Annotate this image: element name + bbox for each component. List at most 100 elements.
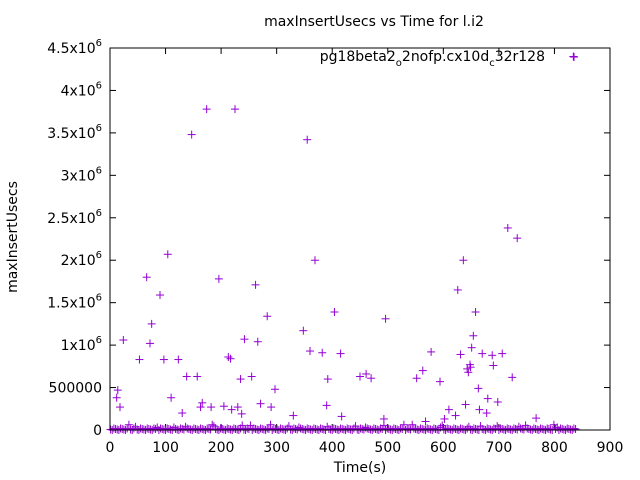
x-tick-label: 600 <box>430 440 457 456</box>
data-point <box>411 424 420 433</box>
data-point <box>429 424 438 433</box>
data-point <box>146 425 155 434</box>
y-tick-label: 1.5x106 <box>47 293 102 312</box>
data-point <box>116 403 124 412</box>
data-point <box>233 403 242 412</box>
data-point <box>253 337 262 346</box>
data-point <box>371 424 380 433</box>
data-point <box>237 409 246 418</box>
data-point <box>167 393 176 402</box>
data-point <box>266 420 275 429</box>
y-tick-label: 0 <box>93 423 102 439</box>
data-point <box>466 425 475 434</box>
data-point <box>326 425 335 434</box>
data-point <box>289 411 298 420</box>
data-point <box>471 308 480 317</box>
legend-label: pg18beta2o2nofp.cx10dc32r128 <box>320 49 545 69</box>
data-point <box>356 372 364 381</box>
data-point <box>231 424 240 433</box>
data-point <box>475 405 484 414</box>
data-point <box>163 424 172 433</box>
data-point <box>346 425 355 434</box>
data-point <box>202 105 211 114</box>
data-point <box>259 425 268 434</box>
data-point <box>159 355 168 364</box>
data-point <box>238 421 247 430</box>
data-point <box>463 364 472 373</box>
y-tick-label: 3.5x106 <box>47 123 102 142</box>
data-point <box>406 425 415 434</box>
data-point <box>493 397 502 406</box>
data-point <box>239 425 248 434</box>
data-point <box>396 424 405 433</box>
data-point <box>226 354 235 363</box>
data-point <box>236 375 245 384</box>
data-point <box>322 401 331 410</box>
data-point <box>331 424 340 433</box>
legend-marker-symbol <box>570 53 578 61</box>
y-tick-label: 3x106 <box>61 165 102 184</box>
y-tick-label: 1x106 <box>61 335 102 354</box>
data-point <box>156 291 164 300</box>
data-point <box>214 274 223 283</box>
data-point <box>286 425 295 434</box>
data-point <box>291 424 300 433</box>
data-point <box>467 343 476 352</box>
data-point <box>488 351 497 360</box>
x-tick-label: 800 <box>541 440 568 456</box>
data-point <box>466 363 475 372</box>
data-point <box>503 223 512 232</box>
data-point <box>412 374 421 383</box>
data-point <box>436 377 444 386</box>
data-point <box>146 339 154 348</box>
y-axis-ticks: 0 500000 1x106 1.5x106 2x106 2.5x106 3x106 3.5x… <box>47 38 610 439</box>
data-point <box>296 424 305 433</box>
plot-frame <box>109 47 611 431</box>
data-point <box>366 425 375 434</box>
data-point <box>207 403 216 412</box>
data-point <box>451 424 460 433</box>
data-point <box>464 368 473 377</box>
data-point <box>513 234 522 243</box>
data-point <box>458 424 467 433</box>
x-tick-label: 500 <box>374 440 401 456</box>
data-point <box>311 256 319 265</box>
data-point <box>306 347 314 356</box>
data-point <box>379 414 388 423</box>
data-point <box>119 336 128 345</box>
data-point <box>135 355 144 364</box>
data-point <box>427 347 436 356</box>
data-point <box>224 352 233 361</box>
x-tick-label: 900 <box>597 440 624 456</box>
y-axis-label: maxInsertUsecs <box>5 181 21 293</box>
data-point <box>426 425 435 434</box>
data-point <box>471 424 480 433</box>
data-point <box>187 130 196 139</box>
data-point <box>469 331 478 340</box>
data-point <box>119 425 128 434</box>
data-point <box>113 386 122 395</box>
data-point <box>178 409 187 418</box>
data-point <box>256 424 265 433</box>
data-point <box>118 424 127 433</box>
data-point <box>532 414 541 423</box>
data-point <box>483 394 492 403</box>
x-tick-label: 700 <box>486 440 513 456</box>
data-point <box>271 424 280 433</box>
data-point <box>306 425 315 434</box>
data-point <box>431 424 440 433</box>
data-point <box>112 393 121 402</box>
data-point <box>336 424 345 433</box>
data-point <box>330 308 339 317</box>
data-point <box>219 402 228 411</box>
data-point <box>440 414 449 423</box>
data-point <box>247 372 256 381</box>
series-points <box>106 52 580 434</box>
data-point <box>193 372 202 381</box>
data-point <box>408 420 417 429</box>
data-point <box>444 405 453 414</box>
data-point <box>356 424 365 433</box>
data-point <box>399 420 408 429</box>
data-point <box>486 425 495 434</box>
x-tick-label: 300 <box>263 440 290 456</box>
